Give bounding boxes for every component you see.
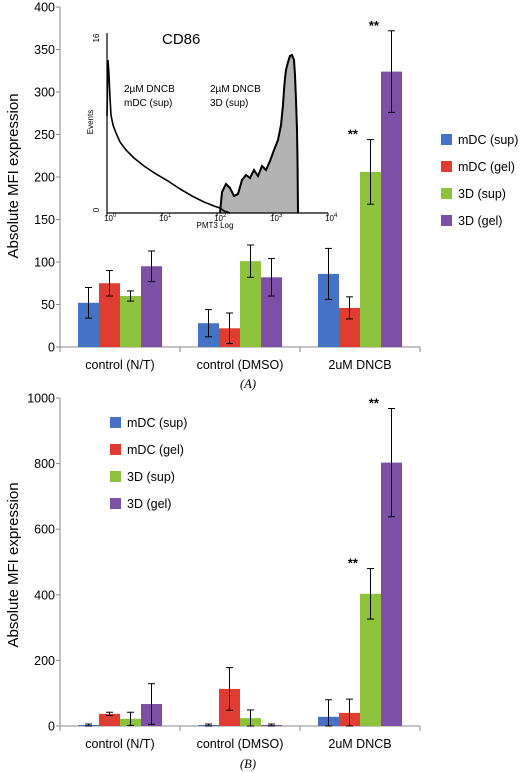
bar: [360, 593, 381, 726]
legend-swatch: [110, 471, 121, 482]
legend-swatch: [441, 215, 452, 226]
x-category-label: control (N/T): [85, 737, 154, 751]
inset-title: CD86: [162, 31, 200, 48]
significance-marker: **: [369, 18, 380, 33]
legend-swatch: [441, 188, 452, 199]
inset-y-bottom-label: 0: [92, 207, 101, 212]
inset-x-tick-exponent: 2: [223, 213, 227, 219]
histogram-mdc-sup-line: [106, 59, 231, 214]
inset-x-tick-base: 10: [214, 214, 223, 223]
inset-x-tick-base: 10: [104, 214, 113, 223]
legend-swatch: [110, 417, 121, 428]
legend-label: mDC (sup): [458, 133, 518, 147]
x-category-label: control (N/T): [85, 358, 154, 372]
significance-marker: **: [369, 395, 380, 410]
legend-label: 3D (gel): [458, 214, 502, 228]
inset-x-axis-label: PMT3 Log: [197, 221, 234, 230]
panel-a-y-axis-label: Absolute MFI expression: [5, 93, 22, 258]
inset-label-mdc-line1: 2µM DNCB: [124, 84, 175, 95]
inset-y-axis-label: Events: [86, 110, 95, 134]
inset-x-tick-base: 10: [159, 214, 168, 223]
bar: [99, 713, 120, 726]
bar: [261, 277, 282, 347]
bar: [339, 307, 360, 347]
y-tick-label: 350: [34, 43, 55, 57]
y-tick-label: 150: [34, 213, 55, 227]
bar: [120, 296, 141, 347]
legend-label: 3D (gel): [127, 497, 171, 511]
inset-label-3d-line1: 2µM DNCB: [210, 84, 261, 95]
panel-b-y-axis-label: Absolute MFI expression: [5, 482, 22, 647]
legend-label: mDC (sup): [127, 416, 187, 430]
y-tick-label: 0: [48, 720, 55, 734]
cd86-histogram-inset: CD86 2µM DNCB mDC (sup) 2µM DNCB 3D (sup…: [86, 31, 338, 230]
y-tick-label: 0: [48, 341, 55, 355]
bar: [141, 266, 162, 347]
inset-x-tick-exponent: 4: [334, 213, 338, 219]
significance-marker: **: [348, 127, 359, 142]
bar: [360, 171, 381, 347]
x-category-label: 2uM DNCB: [328, 358, 391, 372]
bar: [381, 71, 402, 347]
inset-x-tick-exponent: 0: [113, 213, 117, 219]
y-tick-label: 50: [41, 298, 55, 312]
legend-swatch: [110, 444, 121, 455]
x-category-label: control (DMSO): [197, 737, 284, 751]
legend-label: mDC (gel): [458, 160, 515, 174]
inset-x-tick-exponent: 1: [168, 213, 172, 219]
panel-b-chart: Absolute MFI expression (B) 0 200 400 600 80…: [5, 392, 421, 771]
histogram-3d-sup-filled: [108, 55, 298, 213]
bar: [240, 261, 261, 347]
x-category-label: 2uM DNCB: [328, 737, 391, 751]
inset-x-tick-base: 10: [325, 214, 334, 223]
bar: [78, 302, 99, 347]
y-tick-label: 300: [34, 86, 55, 100]
legend-label: 3D (sup): [458, 187, 506, 201]
bar: [318, 273, 339, 347]
panel-a-chart: Absolute MFI expression (A) CD86 2µM DNC…: [5, 1, 518, 392]
panel-a-label: (A): [240, 377, 256, 391]
bar: [381, 462, 402, 726]
legend-swatch: [441, 134, 452, 145]
y-tick-label: 200: [34, 654, 55, 668]
y-tick-label: 400: [34, 588, 55, 602]
y-tick-label: 600: [34, 523, 55, 537]
y-tick-label: 250: [34, 128, 55, 142]
y-tick-label: 100: [34, 256, 55, 270]
bar: [99, 283, 120, 347]
panel-b-label: (B): [240, 757, 256, 771]
x-category-label: control (DMSO): [197, 358, 284, 372]
y-tick-label: 200: [34, 171, 55, 185]
inset-label-3d-line2: 3D (sup): [210, 98, 248, 109]
significance-marker: **: [348, 556, 359, 571]
y-tick-label: 1000: [27, 392, 55, 406]
y-tick-label: 400: [34, 1, 55, 15]
inset-x-tick-base: 10: [270, 214, 279, 223]
legend-label: mDC (gel): [127, 443, 184, 457]
legend-swatch: [441, 161, 452, 172]
inset-x-tick-exponent: 3: [279, 213, 283, 219]
inset-y-top-label: 16: [92, 33, 101, 42]
histogram-3d-sup-line: [219, 53, 299, 214]
y-tick-label: 800: [34, 457, 55, 471]
inset-label-mdc-line2: mDC (sup): [124, 98, 172, 109]
legend-swatch: [110, 498, 121, 509]
legend-label: 3D (sup): [127, 470, 175, 484]
inset-x-ticks: 10 0 10 1 10 2 10 3 10 4: [104, 213, 338, 223]
